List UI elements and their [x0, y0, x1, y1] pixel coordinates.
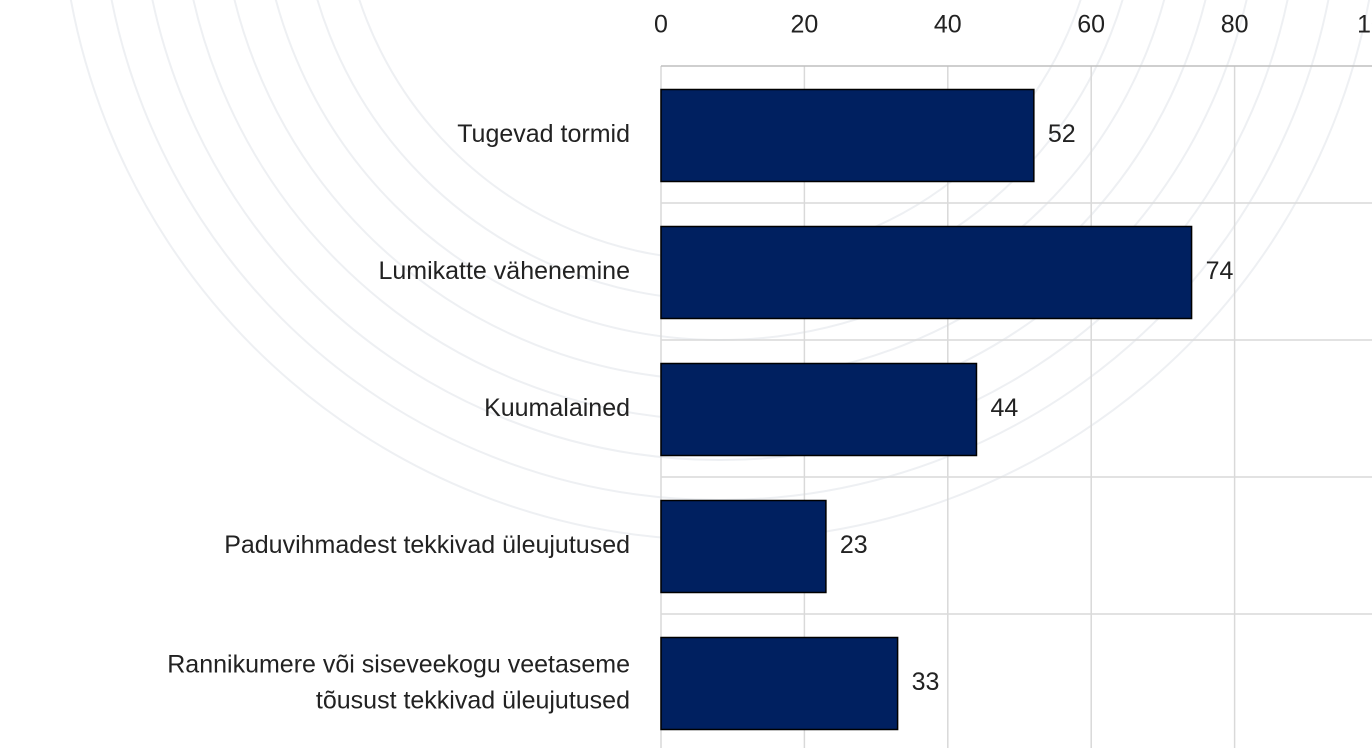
x-tick-label: 20 — [790, 11, 818, 39]
x-tick-label: 0 — [654, 11, 668, 39]
y-tick-label: Kuumalained — [484, 394, 630, 422]
data-label: 23 — [840, 531, 868, 559]
x-tick-label: 40 — [934, 11, 962, 39]
bar — [660, 636, 899, 731]
bar — [660, 362, 978, 457]
data-label: 33 — [912, 668, 940, 696]
bar — [660, 88, 1035, 183]
y-tick-label: Paduvihmadest tekkivad üleujutused — [224, 531, 630, 559]
data-label: 74 — [1206, 257, 1234, 285]
bar — [660, 499, 827, 594]
x-tick-label: 80 — [1221, 11, 1249, 39]
y-tick-label: Tugevad tormid — [457, 120, 630, 148]
x-tick-label: 100 — [1357, 11, 1372, 39]
x-tick-label: 60 — [1077, 11, 1105, 39]
data-label: 44 — [990, 394, 1018, 422]
y-tick-label: Rannikumere või siseveekogu veetaseme tõu… — [167, 650, 630, 714]
bar — [660, 225, 1193, 320]
y-tick-label: Lumikatte vähenemine — [378, 257, 630, 285]
data-label: 52 — [1048, 120, 1076, 148]
